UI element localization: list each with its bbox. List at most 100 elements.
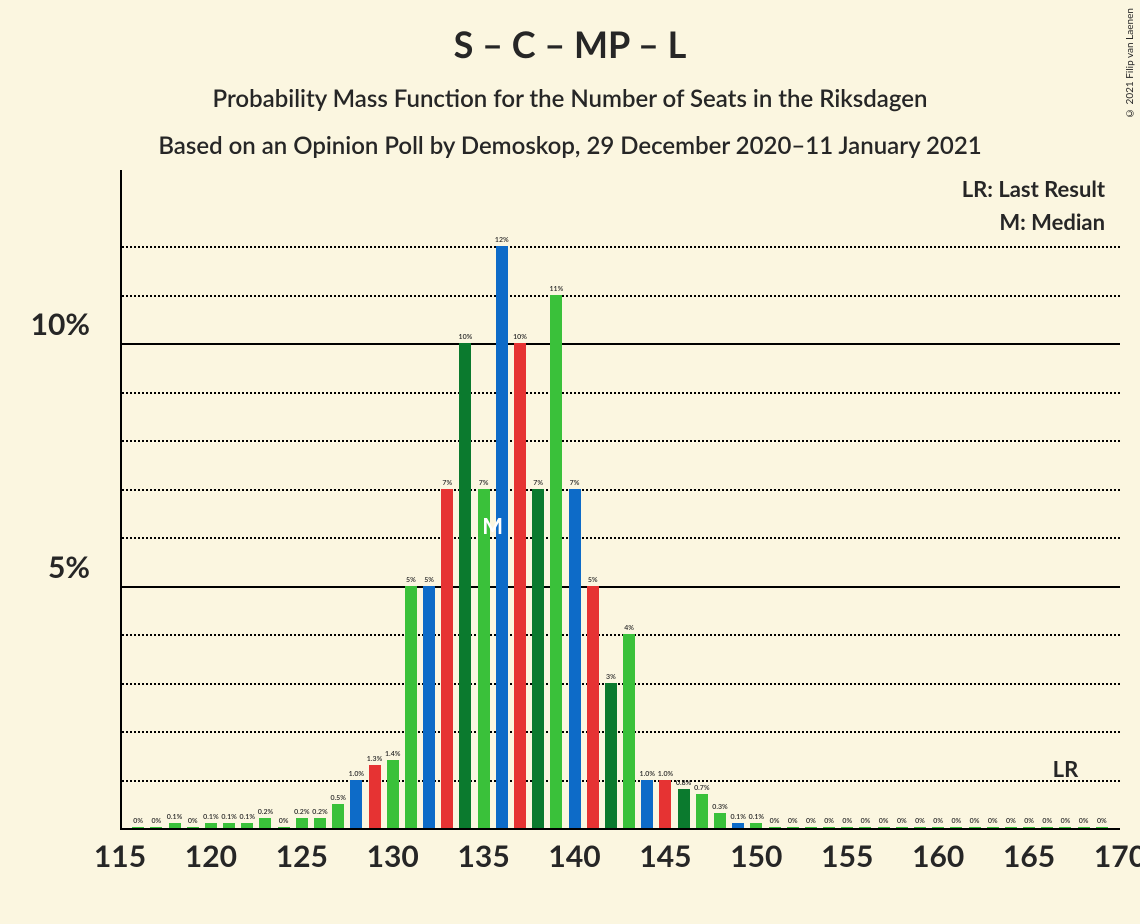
bar-label: 0% (951, 817, 961, 825)
bar-label: 5% (588, 576, 598, 584)
bar-seat-158 (896, 827, 908, 828)
bar-seat-122 (241, 823, 253, 828)
gridline-minor (122, 634, 1120, 636)
bar-seat-153 (805, 827, 817, 828)
x-tick-label: 145 (639, 838, 691, 874)
bar-seat-138 (532, 489, 544, 828)
bar-label: 0.1% (730, 813, 745, 821)
median-marker: M (482, 512, 503, 539)
bar-label: 0% (915, 817, 925, 825)
x-tick-label: 150 (730, 838, 782, 874)
chart-container: S – C – MP – L Probability Mass Function… (0, 0, 1140, 924)
x-tick-label: 135 (458, 838, 510, 874)
bar-label: 0% (151, 817, 161, 825)
bar-label: 10% (459, 333, 473, 341)
bar-label: 0% (933, 817, 943, 825)
bar-seat-146 (678, 789, 690, 828)
subtitle-line-1: Probability Mass Function for the Number… (0, 84, 1140, 113)
bar-seat-141 (587, 586, 599, 828)
bar-label: 0% (1006, 817, 1016, 825)
bar-label: 0.1% (203, 813, 218, 821)
bar-label: 0% (279, 817, 289, 825)
copyright-label: © 2021 Filip van Laenen (1124, 8, 1136, 119)
x-tick-label: 170 (1094, 838, 1140, 874)
bar-label: 1.0% (658, 770, 673, 778)
bar-seat-131 (405, 586, 417, 828)
bar-label: 0.2% (312, 808, 327, 816)
bar-seat-117 (150, 827, 162, 828)
bar-seat-133 (441, 489, 453, 828)
bar-seat-121 (223, 823, 235, 828)
bar-label: 0% (1024, 817, 1034, 825)
bar-seat-137 (514, 343, 526, 828)
legend-lr: LR: Last Result (962, 175, 1105, 202)
bar-seat-129 (369, 765, 381, 828)
bar-seat-116 (132, 827, 144, 828)
x-tick-label: 155 (821, 838, 873, 874)
bar-label: 0.1% (221, 813, 236, 821)
bar-seat-118 (169, 823, 181, 828)
bar-seat-155 (841, 827, 853, 828)
bar-seat-156 (859, 827, 871, 828)
gridline-minor (122, 780, 1120, 782)
bar-label: 7% (442, 479, 452, 487)
bar-label: 0% (970, 817, 980, 825)
bar-label: 0% (1097, 817, 1107, 825)
bar-seat-135 (478, 489, 490, 828)
bar-label: 0% (988, 817, 998, 825)
bar-seat-140 (569, 489, 581, 828)
bar-seat-127 (332, 804, 344, 828)
bar-label: 0.8% (676, 779, 691, 787)
bar-label: 0.2% (258, 808, 273, 816)
bar-seat-130 (387, 760, 399, 828)
bar-label: 0% (770, 817, 780, 825)
gridline-minor (122, 295, 1120, 297)
bar-label: 5% (406, 576, 416, 584)
gridline-minor (122, 683, 1120, 685)
y-tick-label: 5% (48, 549, 90, 585)
x-tick-label: 160 (912, 838, 964, 874)
bar-label: 0% (133, 817, 143, 825)
bar-label: 0% (1079, 817, 1089, 825)
bar-label: 0.7% (694, 784, 709, 792)
gridline-minor (122, 537, 1120, 539)
gridline-minor (122, 731, 1120, 733)
bar-seat-154 (823, 827, 835, 828)
bar-seat-145 (659, 780, 671, 828)
bar-seat-151 (769, 827, 781, 828)
bar-seat-119 (187, 827, 199, 828)
bar-label: 0% (1061, 817, 1071, 825)
bar-seat-159 (914, 827, 926, 828)
x-tick-label: 125 (276, 838, 328, 874)
gridline-major (122, 586, 1120, 588)
bar-seat-132 (423, 586, 435, 828)
gridline-minor (122, 392, 1120, 394)
bar-seat-162 (969, 827, 981, 828)
bar-seat-123 (259, 818, 271, 828)
bar-label: 12% (495, 236, 509, 244)
bar-label: 0.1% (240, 813, 255, 821)
bar-seat-165 (1023, 827, 1035, 828)
bar-seat-142 (605, 683, 617, 828)
bar-label: 10% (513, 333, 527, 341)
bar-seat-161 (950, 827, 962, 828)
bar-label: 1.0% (640, 770, 655, 778)
bar-label: 0% (1042, 817, 1052, 825)
bar-label: 7% (479, 479, 489, 487)
bar-seat-152 (787, 827, 799, 828)
bar-seat-144 (641, 780, 653, 828)
bar-seat-134 (459, 343, 471, 828)
x-axis-line (120, 828, 1120, 830)
bar-seat-143 (623, 634, 635, 828)
bar-seat-163 (987, 827, 999, 828)
bar-seat-148 (714, 813, 726, 828)
bar-seat-169 (1096, 827, 1108, 828)
bar-seat-164 (1005, 827, 1017, 828)
gridline-minor (122, 246, 1120, 248)
bar-label: 0.3% (712, 803, 727, 811)
bar-seat-126 (314, 818, 326, 828)
bar-seat-128 (350, 780, 362, 828)
bar-label: 0% (842, 817, 852, 825)
bar-seat-124 (278, 827, 290, 828)
gridline-minor (122, 489, 1120, 491)
